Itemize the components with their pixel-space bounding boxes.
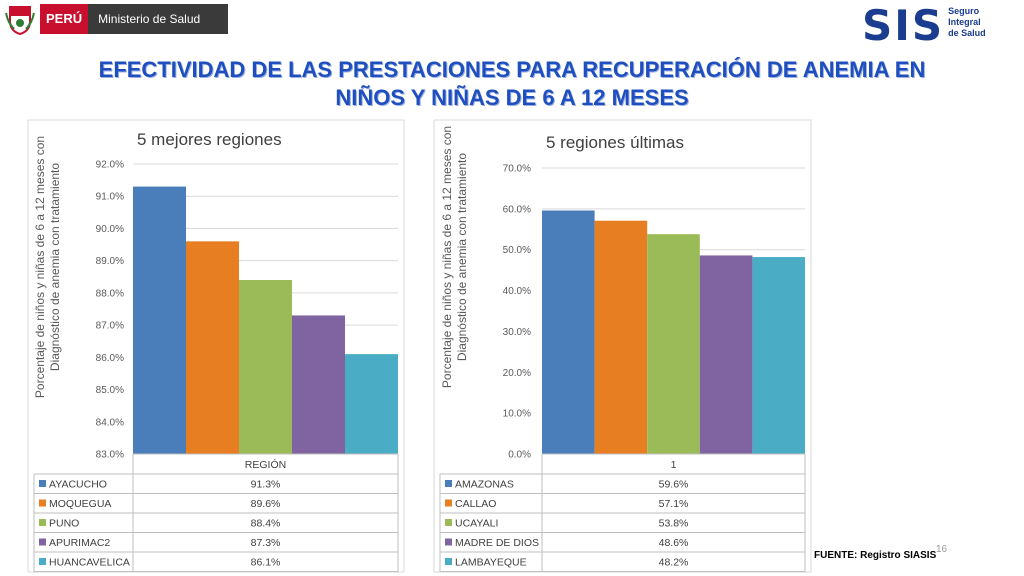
ministry-label: Ministerio de Salud	[88, 4, 229, 34]
chart1-ytick-label: 87.0%	[96, 321, 124, 332]
chart2-ylabel-line1: Porcentaje de niños y niñas de 6 a 12 me…	[440, 126, 454, 388]
chart1-ytick-label: 90.0%	[96, 224, 124, 235]
chart2-legend-label: LAMBAYEQUE	[455, 557, 527, 569]
chart2-bar-amazonas	[542, 210, 595, 454]
chart2-legend-swatch	[445, 558, 452, 565]
chart2-ytick-label: 20.0%	[503, 368, 531, 379]
chart2-ytick-label: 30.0%	[503, 327, 531, 338]
sis-logo-subtitle: Seguro Integral de Salud	[948, 6, 986, 39]
chart1-bar-moquegua	[186, 241, 239, 454]
chart1-ytick-label: 83.0%	[96, 450, 124, 461]
sis-sub-line2: Integral	[948, 17, 981, 27]
chart1-data-label: 91.3%	[251, 479, 281, 491]
chart1-ylabel: Porcentaje de niños y niñas de 6 a 12 me…	[33, 136, 62, 398]
chart1-ytick-label: 88.0%	[96, 288, 124, 299]
chart1-data-label: 86.1%	[251, 557, 281, 569]
chart2-title: 5 regiones últimas	[546, 133, 684, 152]
chart2-ytick-label: 50.0%	[503, 245, 531, 256]
chart2-xlabel: 1	[671, 459, 677, 471]
chart1-bar-huancavelica	[345, 354, 398, 454]
source-note: FUENTE: Registro SIASIS	[814, 550, 937, 561]
page-title-line2: NIÑOS Y NIÑAS DE 6 A 12 MESES	[335, 85, 689, 110]
chart1-ytick-label: 85.0%	[96, 385, 124, 396]
chart2-bar-lambayeque	[752, 257, 805, 454]
chart1-legend-label: PUNO	[49, 518, 79, 530]
chart2-legend-label: MADRE DE DIOS	[455, 537, 539, 549]
chart1-ylabel-line1: Porcentaje de niños y niñas de 6 a 12 me…	[33, 136, 47, 398]
chart2-data-label: 48.2%	[659, 557, 689, 569]
chart1-bar-puno	[239, 280, 292, 454]
chart2-ytick-label: 10.0%	[503, 409, 531, 420]
chart2-legend-label: AMAZONAS	[455, 479, 514, 491]
chart2-data-label: 48.6%	[659, 537, 689, 549]
chart1-data-label: 89.6%	[251, 498, 281, 510]
peru-label: PERÚ	[40, 4, 89, 34]
chart2-bar-callao	[594, 220, 648, 454]
chart1-legend-label: MOQUEGUA	[49, 498, 111, 510]
page-number: 16	[936, 544, 948, 555]
chart2-data-label: 53.8%	[659, 518, 689, 530]
chart1-xlabel: REGIÓN	[245, 458, 286, 471]
chart2-legend-swatch	[445, 519, 452, 526]
sis-sub-line1: Seguro	[948, 6, 980, 16]
header: PERÚ Ministerio de Salud SIS Seguro Inte…	[0, 0, 1024, 50]
peru-shield-icon	[5, 6, 35, 35]
chart1-legend-label: HUANCAVELICA	[49, 557, 130, 569]
chart1-legend-swatch	[39, 519, 46, 526]
chart2-data-label: 59.6%	[659, 479, 689, 491]
chart2-bar-ucayali	[647, 234, 700, 454]
chart1-bar-apurimac2	[292, 315, 345, 454]
chart1-ytick-label: 91.0%	[96, 192, 124, 203]
chart2-legend-label: UCAYALI	[455, 518, 498, 530]
chart1-legend-label: AYACUCHO	[49, 479, 107, 491]
chart2-legend-swatch	[445, 499, 452, 507]
chart1-ytick-label: 84.0%	[96, 417, 124, 428]
chart1-legend-swatch	[39, 558, 46, 565]
chart1-ytick-label: 86.0%	[96, 353, 124, 364]
chart2-ytick-label: 40.0%	[503, 286, 531, 297]
chart2-ylabel-line2: Diagnóstico de anemia con tratamiento	[455, 153, 469, 361]
chart2-ylabel: Porcentaje de niños y niñas de 6 a 12 me…	[440, 126, 469, 388]
chart1-data-label: 88.4%	[251, 518, 281, 530]
sis-sub-line3: de Salud	[948, 28, 986, 38]
chart1-title: 5 mejores regiones	[137, 130, 282, 149]
chart2-bar-madre-de-dios	[699, 255, 753, 454]
chart1-ytick-label: 89.0%	[96, 256, 124, 267]
sis-logo-text: SIS	[862, 1, 945, 50]
chart2-ytick-label: 0.0%	[508, 450, 531, 461]
page-title-line1: EFECTIVIDAD DE LAS PRESTACIONES PARA REC…	[98, 57, 926, 82]
chart2-data-label: 57.1%	[659, 498, 689, 510]
chart2-ytick-label: 60.0%	[503, 204, 531, 215]
chart2-legend-swatch	[445, 538, 452, 546]
chart1-bar-ayacucho	[133, 186, 186, 455]
chart1-legend-swatch	[39, 480, 46, 487]
chart1-data-label: 87.3%	[251, 537, 281, 549]
page-title: EFECTIVIDAD DE LAS PRESTACIONES PARA REC…	[20, 56, 1004, 112]
sis-logo: SIS Seguro Integral de Salud	[862, 1, 986, 50]
chart1-legend-swatch	[39, 538, 46, 546]
chart1-legend-label: APURIMAC2	[49, 537, 110, 549]
chart1-ylabel-line2: Diagnóstico de anemia con tratamiento	[48, 163, 62, 371]
chart2-legend-swatch	[445, 480, 452, 487]
chart2-legend-label: CALLAO	[455, 498, 496, 510]
minsa-logo: PERÚ Ministerio de Salud	[4, 2, 229, 36]
chart2-ytick-label: 70.0%	[503, 164, 531, 175]
chart1-legend-swatch	[39, 499, 46, 507]
chart1-ytick-label: 92.0%	[96, 160, 124, 171]
